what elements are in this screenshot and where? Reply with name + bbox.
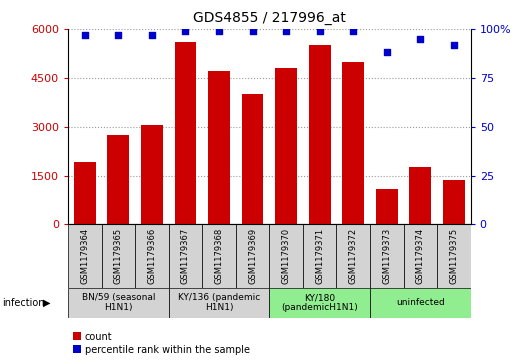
Bar: [410, 167, 431, 224]
Text: BN/59 (seasonal
H1N1): BN/59 (seasonal H1N1): [82, 293, 155, 313]
Bar: [68, 224, 101, 288]
Bar: [236, 224, 269, 288]
Bar: [141, 125, 163, 224]
Text: ▶: ▶: [43, 298, 51, 308]
Point: [181, 28, 190, 34]
Bar: [376, 188, 397, 224]
Text: GSM1179367: GSM1179367: [181, 228, 190, 284]
Legend: count, percentile rank within the sample: count, percentile rank within the sample: [73, 331, 249, 355]
Bar: [437, 224, 471, 288]
Point: [248, 28, 257, 34]
Text: GSM1179371: GSM1179371: [315, 228, 324, 284]
Text: GSM1179369: GSM1179369: [248, 228, 257, 284]
Bar: [168, 288, 269, 318]
Text: GSM1179368: GSM1179368: [214, 228, 223, 284]
Bar: [208, 72, 230, 224]
Point: [114, 32, 122, 38]
Bar: [303, 224, 336, 288]
Text: infection: infection: [3, 298, 45, 308]
Bar: [336, 224, 370, 288]
Title: GDS4855 / 217996_at: GDS4855 / 217996_at: [193, 11, 346, 25]
Bar: [443, 180, 465, 224]
Bar: [404, 224, 437, 288]
Bar: [275, 68, 297, 224]
Text: KY/180
(pandemicH1N1): KY/180 (pandemicH1N1): [281, 293, 358, 313]
Text: GSM1179365: GSM1179365: [114, 228, 123, 284]
Bar: [68, 288, 168, 318]
Point: [416, 36, 425, 42]
Bar: [309, 45, 331, 224]
Bar: [107, 135, 129, 224]
Text: GSM1179364: GSM1179364: [80, 228, 89, 284]
Text: GSM1179373: GSM1179373: [382, 228, 391, 284]
Text: GSM1179370: GSM1179370: [281, 228, 291, 284]
Bar: [168, 224, 202, 288]
Text: GSM1179375: GSM1179375: [449, 228, 459, 284]
Bar: [370, 224, 404, 288]
Point: [450, 42, 458, 48]
Bar: [74, 163, 96, 224]
Bar: [202, 224, 236, 288]
Bar: [242, 94, 264, 224]
Bar: [269, 288, 370, 318]
Bar: [135, 224, 168, 288]
Text: GSM1179366: GSM1179366: [147, 228, 156, 284]
Point: [215, 28, 223, 34]
Text: KY/136 (pandemic
H1N1): KY/136 (pandemic H1N1): [178, 293, 260, 313]
Point: [282, 28, 290, 34]
Point: [147, 32, 156, 38]
Bar: [175, 42, 196, 224]
Bar: [370, 288, 471, 318]
Text: uninfected: uninfected: [396, 298, 445, 307]
Point: [383, 50, 391, 56]
Text: GSM1179374: GSM1179374: [416, 228, 425, 284]
Point: [315, 28, 324, 34]
Bar: [101, 224, 135, 288]
Text: GSM1179372: GSM1179372: [349, 228, 358, 284]
Point: [349, 28, 357, 34]
Bar: [343, 62, 364, 224]
Bar: [269, 224, 303, 288]
Point: [81, 32, 89, 38]
